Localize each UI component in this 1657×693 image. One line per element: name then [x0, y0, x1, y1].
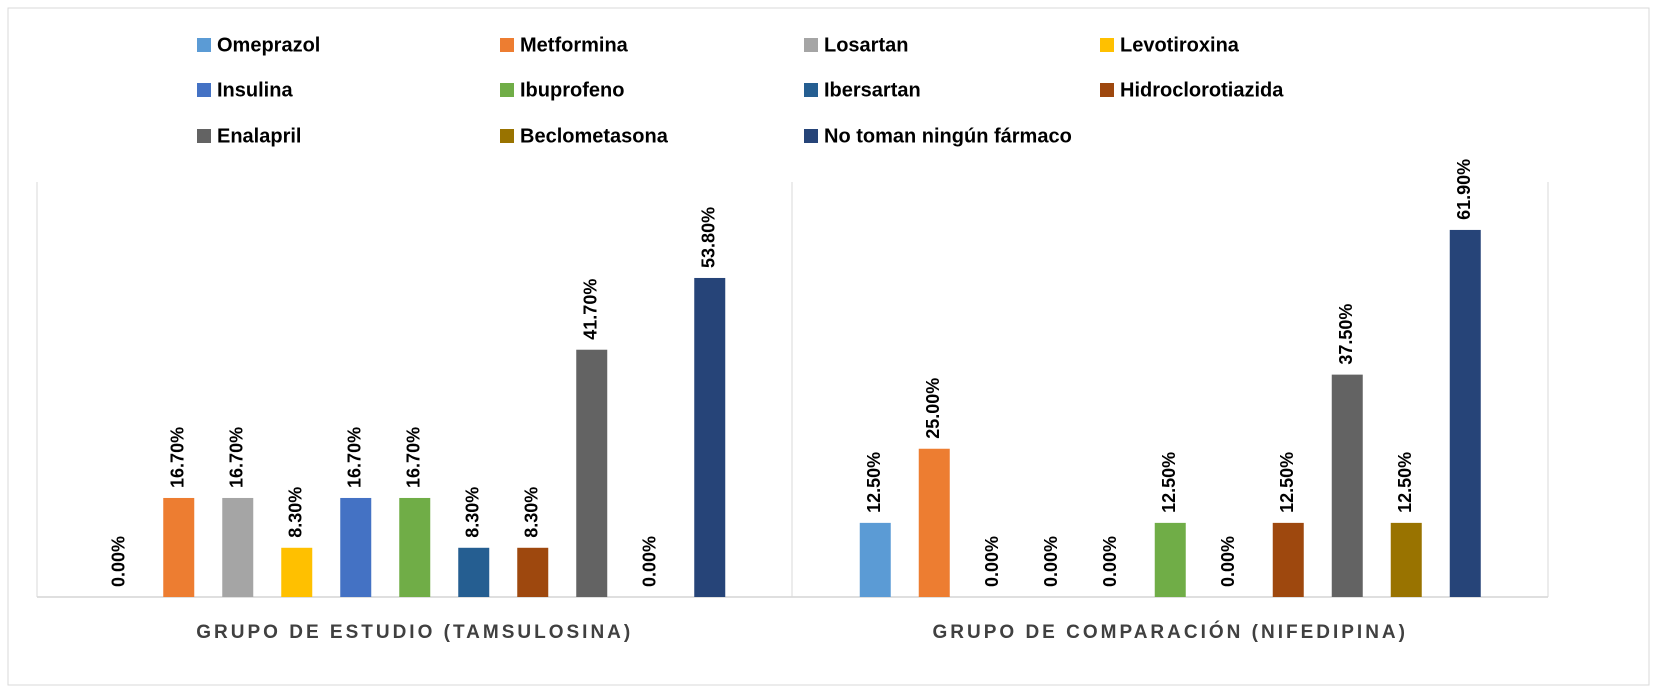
legend-swatch	[197, 129, 211, 143]
x-tick-label: GRUPO DE COMPARACIÓN (NIFEDIPINA)	[933, 621, 1408, 643]
data-label: 8.30%	[286, 487, 306, 538]
legend-swatch	[1100, 83, 1114, 97]
data-label: 16.70%	[345, 427, 365, 488]
legend-label: Ibersartan	[824, 79, 921, 101]
data-label: 25.00%	[923, 378, 943, 439]
legend-label: Ibuprofeno	[520, 79, 624, 101]
legend-label: Insulina	[217, 79, 293, 101]
data-label: 0.00%	[1100, 536, 1120, 587]
bar	[576, 349, 608, 597]
legend-label: No toman ningún fármaco	[824, 125, 1072, 147]
data-label: 12.50%	[864, 452, 884, 513]
data-label: 8.30%	[522, 487, 542, 538]
data-label: 8.30%	[463, 487, 483, 538]
legend-swatch	[804, 129, 818, 143]
bar	[340, 497, 372, 597]
legend-label: Enalapril	[217, 125, 301, 147]
data-label: 61.90%	[1454, 159, 1474, 220]
data-label: 12.50%	[1277, 452, 1297, 513]
legend-swatch	[500, 38, 514, 52]
legend-label: Metformina	[520, 34, 629, 56]
data-label: 53.80%	[699, 207, 719, 268]
data-label: 0.00%	[640, 536, 660, 587]
data-label: 0.00%	[1041, 536, 1061, 587]
bar	[1390, 522, 1422, 597]
bar	[1449, 229, 1481, 598]
legend-swatch	[500, 129, 514, 143]
data-label: 41.70%	[581, 279, 601, 340]
bar	[1154, 522, 1186, 597]
bar	[1331, 374, 1363, 597]
legend-swatch	[1100, 38, 1114, 52]
legend-label: Levotiroxina	[1120, 34, 1240, 56]
data-label: 0.00%	[109, 536, 129, 587]
legend-swatch	[197, 38, 211, 52]
x-tick-label: GRUPO DE ESTUDIO (TAMSULOSINA)	[196, 622, 633, 643]
legend-swatch	[804, 38, 818, 52]
legend-label: Losartan	[824, 34, 908, 56]
bar	[694, 277, 726, 597]
data-label: 16.70%	[227, 427, 247, 488]
bar	[517, 547, 549, 597]
bar	[163, 497, 195, 597]
legend-swatch	[500, 83, 514, 97]
data-label: 37.50%	[1336, 304, 1356, 365]
legend-swatch	[197, 83, 211, 97]
bar	[458, 547, 490, 597]
bar	[859, 522, 891, 597]
legend-swatch	[804, 83, 818, 97]
legend-label: Beclometasona	[520, 125, 669, 147]
data-label: 12.50%	[1159, 452, 1179, 513]
data-label: 16.70%	[168, 427, 188, 488]
data-label: 12.50%	[1395, 452, 1415, 513]
bar	[281, 547, 313, 597]
legend-label: Hidroclorotiazida	[1120, 79, 1284, 101]
data-label: 0.00%	[982, 536, 1002, 587]
legend-label: Omeprazol	[217, 34, 320, 56]
bar	[1272, 522, 1304, 597]
data-label: 0.00%	[1218, 536, 1238, 587]
bar	[399, 497, 431, 597]
bar	[918, 448, 950, 597]
data-label: 16.70%	[404, 427, 424, 488]
bar	[222, 497, 254, 597]
